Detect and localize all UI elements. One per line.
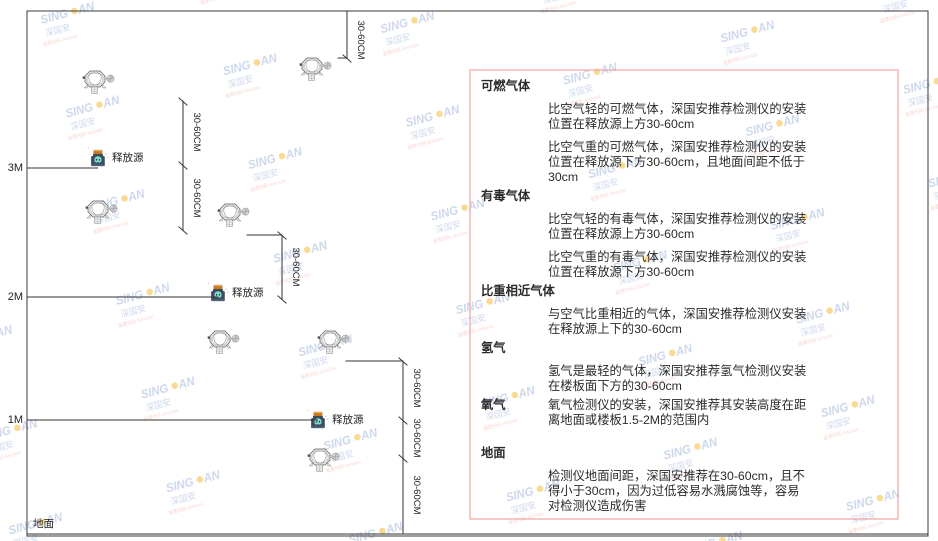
svg-text:30-60CM: 30-60CM [191, 178, 202, 217]
svg-text:释放源: 释放源 [232, 286, 264, 299]
svg-text:30-60CM: 30-60CM [411, 418, 422, 457]
svg-text:30-60CM: 30-60CM [290, 247, 301, 286]
svg-text:30-60CM: 30-60CM [411, 368, 422, 407]
svg-text:释放源: 释放源 [332, 413, 364, 426]
svg-text:30-60CM: 30-60CM [355, 20, 366, 59]
svg-text:2M: 2M [8, 291, 23, 303]
svg-text:3M: 3M [8, 162, 23, 174]
svg-text:释放源: 释放源 [112, 151, 144, 164]
svg-text:地面: 地面 [33, 517, 54, 530]
svg-text:30-60CM: 30-60CM [411, 475, 422, 514]
svg-text:30-60CM: 30-60CM [191, 112, 202, 151]
svg-text:1M: 1M [8, 414, 23, 426]
